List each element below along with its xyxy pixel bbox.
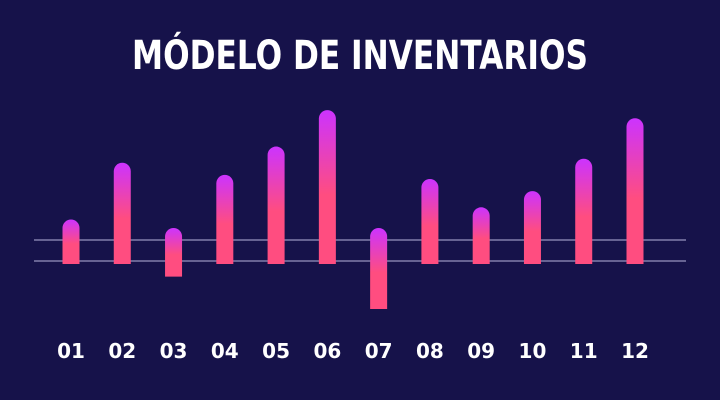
bar-03 bbox=[165, 228, 183, 277]
bar-10 bbox=[523, 191, 541, 264]
bar-12 bbox=[626, 118, 644, 264]
x-tick-label: 11 bbox=[570, 339, 598, 363]
x-tick-label: 09 bbox=[467, 339, 495, 363]
x-tick-label: 05 bbox=[262, 339, 290, 363]
bar-11 bbox=[575, 158, 593, 264]
bar-mark bbox=[165, 228, 183, 277]
x-tick-label: 07 bbox=[365, 339, 393, 363]
bar-mark bbox=[318, 110, 336, 264]
x-tick-label: 08 bbox=[416, 339, 444, 363]
bar-mark bbox=[370, 228, 388, 309]
bar-07 bbox=[370, 228, 388, 309]
bar-mark bbox=[523, 191, 541, 264]
bar-mark bbox=[62, 219, 80, 264]
bar-mark bbox=[216, 174, 234, 264]
x-tick-label: 03 bbox=[160, 339, 188, 363]
bar-04 bbox=[216, 174, 234, 264]
bar-mark bbox=[267, 146, 285, 264]
x-tick-label: 06 bbox=[313, 339, 341, 363]
bar-mark bbox=[472, 207, 490, 264]
bar-mark bbox=[575, 158, 593, 264]
x-tick-label: 02 bbox=[108, 339, 136, 363]
bar-09 bbox=[472, 207, 490, 264]
x-tick-label: 12 bbox=[621, 339, 649, 363]
chart-title: MÓDELO DE INVENTARIOS bbox=[132, 33, 588, 79]
bar-02 bbox=[113, 162, 131, 264]
bar-05 bbox=[267, 146, 285, 264]
bar-06 bbox=[318, 110, 336, 264]
x-tick-label: 04 bbox=[211, 339, 239, 363]
bar-mark bbox=[113, 162, 131, 264]
x-tick-label: 01 bbox=[57, 339, 85, 363]
bar-08 bbox=[421, 178, 439, 264]
bar-mark bbox=[626, 118, 644, 264]
bar-mark bbox=[421, 178, 439, 264]
x-tick-label: 10 bbox=[519, 339, 547, 363]
bar-01 bbox=[62, 219, 80, 264]
